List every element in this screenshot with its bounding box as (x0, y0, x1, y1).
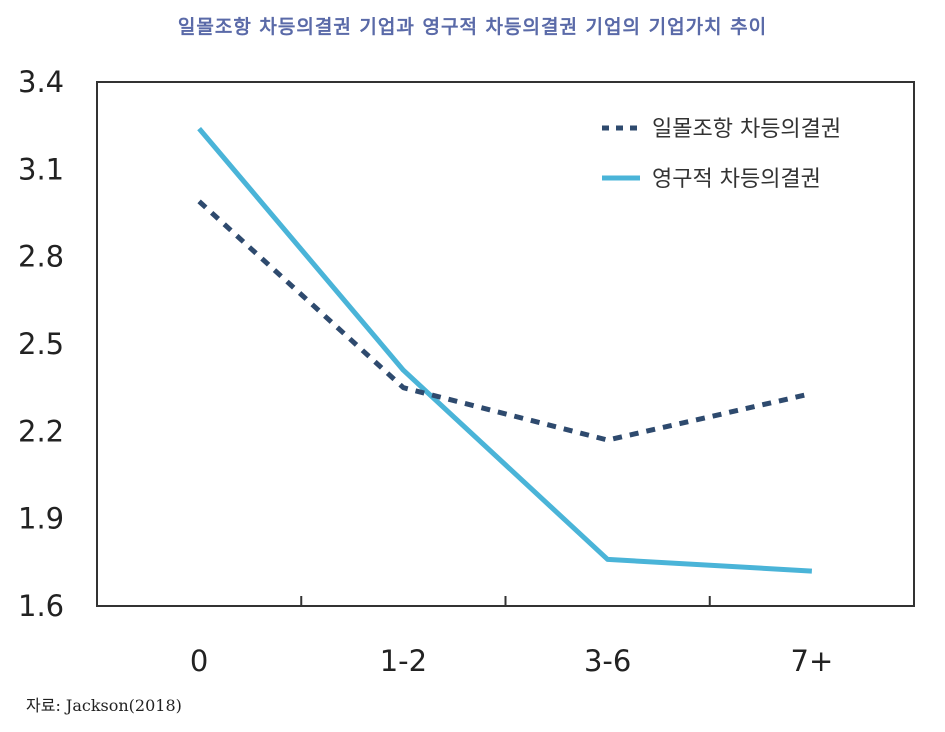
legend-label: 일몰조항 차등의결권 (652, 117, 841, 142)
y-tick-label: 3.4 (18, 65, 64, 99)
source-note: 자료: Jackson(2018) (26, 696, 182, 715)
x-tick-label: 0 (190, 644, 208, 678)
x-tick-label: 1-2 (380, 644, 427, 678)
chart-title: 일몰조항 차등의결권 기업과 영구적 차등의결권 기업의 기업가치 추이 (177, 16, 768, 38)
series-line-sunset (197, 199, 813, 443)
y-tick-label: 2.2 (18, 414, 64, 448)
series-line-permanent (197, 126, 813, 574)
y-tick-label: 3.1 (18, 152, 64, 186)
y-tick-label: 2.8 (18, 240, 64, 274)
y-tick-label: 2.5 (18, 327, 64, 361)
x-tick-label: 3-6 (584, 644, 631, 678)
plot-frame (96, 81, 915, 607)
y-tick-label: 1.6 (18, 589, 64, 623)
x-tick-label: 7+ (791, 644, 834, 678)
y-tick-label: 1.9 (18, 502, 64, 536)
legend-label: 영구적 차등의결권 (652, 167, 821, 192)
